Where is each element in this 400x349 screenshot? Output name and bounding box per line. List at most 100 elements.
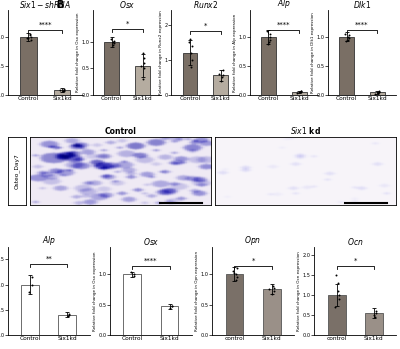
Y-axis label: Relative fold change in Opn expression: Relative fold change in Opn expression [195, 251, 199, 331]
Point [344, 34, 351, 39]
Point [372, 308, 379, 314]
Point [345, 37, 351, 42]
Point [234, 274, 240, 280]
Point [188, 50, 194, 55]
Point [189, 57, 195, 62]
Bar [214, 75, 228, 95]
Text: ****: **** [277, 22, 290, 28]
Point [371, 312, 377, 318]
Bar [135, 66, 150, 95]
Point [233, 271, 239, 277]
Point [140, 76, 146, 82]
Point [266, 34, 273, 39]
Bar [104, 42, 119, 95]
Point [61, 86, 67, 92]
Point [28, 282, 35, 287]
Y-axis label: Relative fold change in Osx expression: Relative fold change in Osx expression [93, 251, 97, 331]
Point [110, 39, 116, 45]
Bar [124, 274, 141, 335]
Text: **: ** [46, 255, 52, 261]
Point [140, 50, 146, 55]
Point [342, 31, 349, 37]
Point [137, 63, 144, 69]
Point [266, 286, 272, 291]
Point [267, 37, 274, 42]
Point [25, 36, 31, 41]
Point [110, 38, 117, 44]
Point [230, 268, 236, 274]
Point [60, 89, 66, 94]
Point [332, 304, 338, 310]
Point [335, 280, 342, 285]
Point [372, 91, 379, 96]
Point [265, 41, 271, 46]
Point [270, 285, 277, 290]
Title: $\it{Six1}$ kd: $\it{Six1}$ kd [290, 125, 321, 136]
Bar [58, 315, 76, 335]
Bar [20, 37, 36, 95]
Point [141, 60, 147, 66]
Point [269, 291, 275, 296]
Text: *: * [354, 257, 357, 263]
Bar [328, 295, 346, 335]
Point [168, 304, 175, 309]
Bar [370, 92, 385, 95]
Point [107, 37, 114, 42]
Bar [292, 92, 306, 95]
Bar [261, 37, 276, 95]
Point [26, 33, 33, 38]
Point [264, 28, 270, 34]
Point [57, 87, 63, 93]
Point [66, 312, 73, 318]
Point [333, 272, 340, 277]
Point [26, 289, 32, 295]
Point [28, 34, 34, 39]
Point [234, 265, 240, 271]
Point [24, 35, 30, 40]
Title: $\it{Alp}$: $\it{Alp}$ [42, 234, 56, 247]
Title: $\it{Runx2}$: $\it{Runx2}$ [193, 0, 218, 10]
Point [335, 288, 341, 294]
Point [66, 311, 73, 317]
Text: B: B [56, 0, 63, 9]
Bar [182, 53, 197, 95]
Bar [339, 37, 354, 95]
Point [346, 33, 352, 38]
Bar [365, 313, 383, 335]
Point [131, 273, 137, 279]
Title: $\it{Opn}$: $\it{Opn}$ [244, 234, 262, 247]
Point [29, 274, 35, 280]
Point [298, 89, 304, 95]
Title: $\it{Osx}$: $\it{Osx}$ [143, 236, 159, 247]
Point [270, 283, 276, 289]
Point [231, 270, 238, 276]
Point [128, 269, 134, 275]
Title: $\it{Six1-shRNA}$: $\it{Six1-shRNA}$ [19, 0, 72, 10]
Point [216, 71, 222, 76]
Point [61, 88, 68, 94]
Point [267, 31, 274, 37]
Bar [226, 274, 243, 335]
Point [27, 37, 34, 42]
Text: *: * [251, 258, 255, 263]
Point [346, 35, 352, 40]
Text: ****: **** [39, 22, 52, 28]
Point [336, 296, 342, 302]
Title: $\it{Osx}$: $\it{Osx}$ [119, 0, 135, 10]
Point [219, 74, 225, 80]
Title: Control: Control [104, 127, 136, 136]
Point [189, 43, 195, 49]
Title: $\it{Ocn}$: $\it{Ocn}$ [347, 236, 364, 247]
Bar [161, 306, 178, 335]
Point [298, 89, 304, 94]
Bar [263, 289, 280, 335]
Point [372, 310, 379, 316]
Point [27, 31, 33, 37]
Point [218, 78, 224, 83]
Point [110, 40, 117, 46]
Point [110, 42, 116, 47]
Y-axis label: Relative fold change in Runx2 expression: Relative fold change in Runx2 expression [159, 10, 163, 95]
Bar [54, 90, 70, 95]
Point [336, 292, 342, 298]
Point [376, 90, 382, 95]
